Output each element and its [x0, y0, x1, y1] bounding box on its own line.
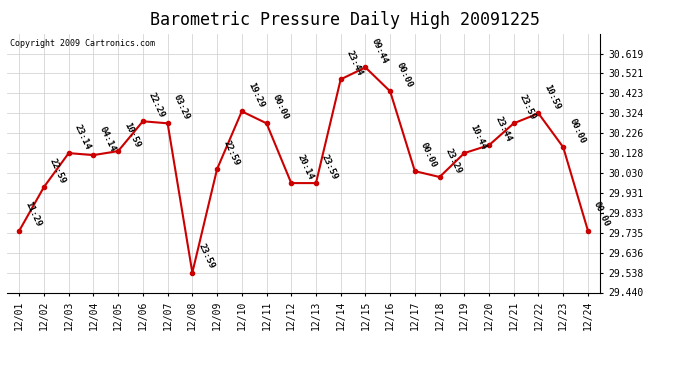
Text: 23:59: 23:59	[518, 93, 538, 121]
Text: 20:14: 20:14	[295, 153, 315, 181]
Text: 22:59: 22:59	[221, 139, 241, 167]
Text: 10:59: 10:59	[122, 121, 142, 149]
Text: 23:14: 23:14	[73, 123, 92, 151]
Text: 23:29: 23:29	[444, 147, 463, 175]
Text: 22:29: 22:29	[147, 91, 166, 119]
Text: 00:00: 00:00	[592, 200, 611, 228]
Text: 03:29: 03:29	[172, 93, 191, 121]
Text: 00:00: 00:00	[419, 141, 439, 169]
Text: 04:14: 04:14	[97, 125, 117, 153]
Text: 09:44: 09:44	[370, 37, 389, 65]
Text: 23:59: 23:59	[320, 153, 339, 181]
Text: Copyright 2009 Cartronics.com: Copyright 2009 Cartronics.com	[10, 39, 155, 48]
Text: 19:29: 19:29	[246, 81, 266, 109]
Text: 22:59: 22:59	[48, 157, 68, 185]
Text: 00:00: 00:00	[567, 117, 587, 145]
Text: 10:44: 10:44	[469, 123, 488, 151]
Text: 00:00: 00:00	[394, 61, 414, 89]
Text: 10:59: 10:59	[542, 83, 562, 111]
Text: Barometric Pressure Daily High 20091225: Barometric Pressure Daily High 20091225	[150, 11, 540, 29]
Text: 11:29: 11:29	[23, 200, 43, 228]
Text: 23:59: 23:59	[197, 242, 216, 270]
Text: 00:00: 00:00	[270, 93, 290, 121]
Text: 23:44: 23:44	[345, 49, 364, 77]
Text: 23:44: 23:44	[493, 115, 513, 143]
